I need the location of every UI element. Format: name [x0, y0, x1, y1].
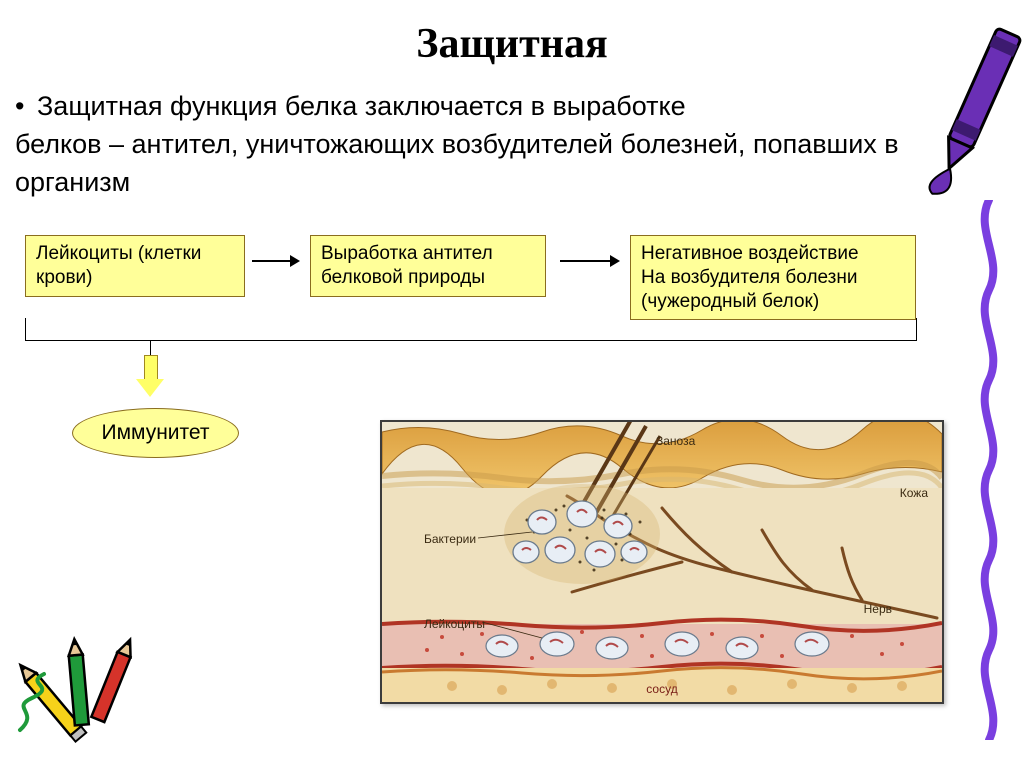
bracket-stem [150, 340, 151, 355]
result-oval: Иммунитет [72, 408, 239, 458]
body-line2: белков – антител, уничтожающих возбудите… [15, 129, 899, 197]
flow-bracket [25, 318, 917, 341]
diagram-label-leukocytes: Лейкоциты [424, 617, 485, 631]
diagram-label-vessel: сосуд [646, 682, 677, 696]
squiggle-clipart-icon [969, 200, 1009, 740]
diagram-label-nerve: Нерв [864, 602, 892, 616]
body-text: •Защитная функция белка заключается в вы… [15, 88, 1004, 201]
arrow-1 [252, 260, 292, 262]
diagram-label-skin: Кожа [900, 486, 928, 500]
flow-box-2: Выработка антител белковой природы [310, 235, 546, 297]
arrow-2 [560, 260, 612, 262]
body-line1: Защитная функция белка заключается в выр… [37, 91, 686, 121]
pencils-clipart-icon [0, 612, 180, 752]
diagram-label-splinter: Заноза [656, 434, 695, 448]
flow-box-1: Лейкоциты (клетки крови) [25, 235, 245, 297]
diagram-label-bacteria: Бактерии [424, 532, 476, 546]
skin-diagram: Заноза Кожа Бактерии Лейкоциты Нерв сосу… [380, 420, 944, 704]
result-arrow [138, 355, 162, 395]
slide-title: Защитная [0, 20, 1024, 68]
flow-box-3: Негативное воздействие На возбудителя бо… [630, 235, 916, 320]
